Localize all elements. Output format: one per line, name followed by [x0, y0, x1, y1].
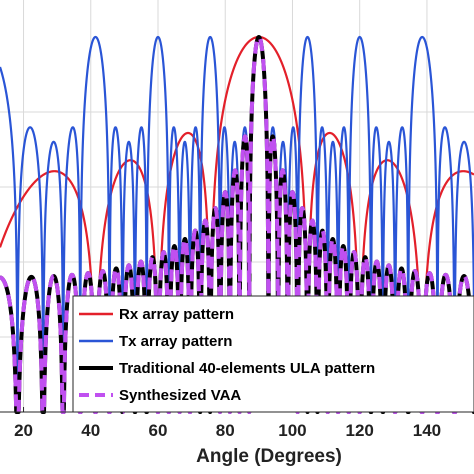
- x-tick-label: 80: [216, 421, 235, 440]
- legend-box: [72, 295, 474, 413]
- x-tick-label: 140: [413, 421, 441, 440]
- x-tick-label: 40: [81, 421, 100, 440]
- x-axis-title: Angle (Degrees): [196, 446, 342, 467]
- legend-label-1: Rx array pattern: [119, 306, 234, 323]
- legend: Rx array pattern Tx array pattern Traditio…: [72, 295, 474, 413]
- x-tick-label: 120: [346, 421, 374, 440]
- x-tick-label: 60: [149, 421, 168, 440]
- legend-label-4: Synthesized VAA: [119, 387, 241, 404]
- legend-label-3: Traditional 40-elements ULA pattern: [119, 360, 375, 377]
- x-tick-label: 20: [14, 421, 33, 440]
- x-tick-label: 100: [278, 421, 306, 440]
- legend-label-2: Tx array pattern: [119, 333, 232, 350]
